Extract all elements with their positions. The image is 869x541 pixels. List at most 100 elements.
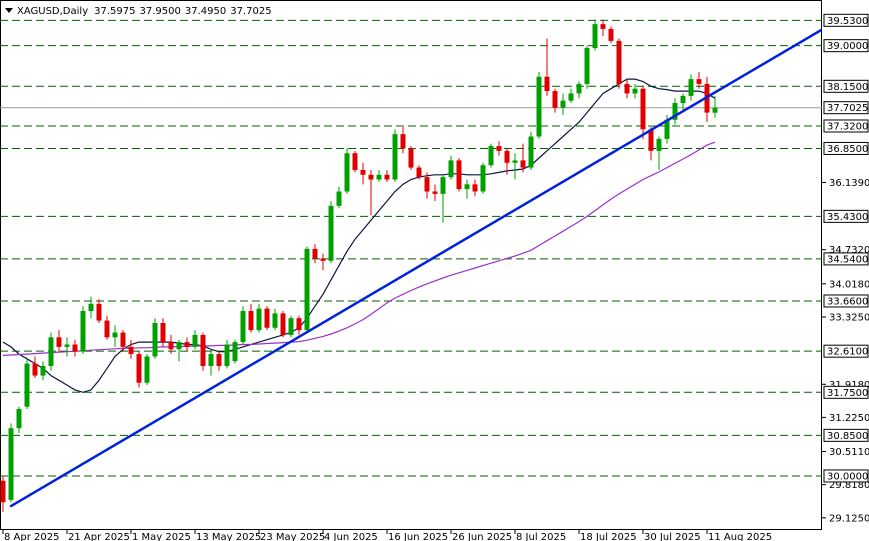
level-label-box	[823, 79, 869, 93]
candle-body	[24, 363, 30, 407]
level-label-box	[823, 469, 869, 483]
x-tick-label: 1 May 2025	[132, 532, 191, 541]
axes: 36.1390 34.7320 34.0180 33.3250 31.9180 31.22…	[2, 13, 869, 541]
y-tick-label: 33.3250	[829, 312, 869, 323]
candle-body	[608, 28, 614, 41]
level-label: 35.4300	[827, 212, 868, 223]
candle-body	[136, 354, 142, 383]
candle-body	[472, 184, 478, 192]
chart-header: XAGUSD,Daily 37.5975 37.9500 37.4950 37.7025	[17, 6, 272, 17]
candle-body	[208, 354, 214, 367]
candle-body	[48, 337, 54, 367]
x-tick-label: 8 Jul 2025	[516, 532, 566, 541]
candle-body	[552, 91, 558, 108]
candle-body	[544, 76, 550, 92]
level-label: 33.6600	[827, 296, 868, 307]
candle-body	[616, 40, 622, 84]
level-label: 30.0000	[827, 471, 868, 482]
candle-body	[64, 344, 70, 347]
candle-body	[296, 318, 302, 331]
candle-body	[560, 100, 566, 108]
candle-body	[8, 428, 14, 500]
candle-body	[304, 248, 310, 331]
candle-body	[664, 119, 670, 139]
candle-body	[176, 342, 182, 350]
candle-body	[384, 174, 390, 180]
candle-body	[336, 191, 342, 206]
y-tick-label: 36.1390	[829, 178, 869, 189]
candle-body	[576, 83, 582, 94]
y-tick-label: 29.8180	[829, 480, 869, 491]
level-label-box	[823, 13, 869, 27]
candle-body	[488, 146, 494, 166]
candle-body	[376, 174, 382, 180]
candle-body	[528, 136, 534, 168]
y-tick-label: 29.1250	[829, 513, 869, 524]
level-label-box	[823, 119, 869, 133]
x-tick-label: 30 Jul 2025	[644, 532, 701, 541]
candle-body	[632, 88, 638, 94]
candle-body	[456, 160, 462, 190]
candle-body	[88, 303, 94, 312]
y-tick-label: 31.9180	[829, 380, 869, 391]
candle-body	[504, 150, 510, 163]
x-tick-label: 18 Jul 2025	[580, 532, 637, 541]
level-label: 31.7500	[827, 388, 868, 399]
level-label: 39.0000	[827, 41, 868, 52]
candle-body	[624, 83, 630, 94]
level-label: 32.6100	[827, 347, 868, 358]
candle-body	[152, 322, 158, 357]
candle-body	[56, 337, 62, 347]
moving-average	[2, 141, 716, 357]
candle-body	[392, 134, 398, 180]
x-tick-label: 23 May 2025	[260, 532, 325, 541]
open-value: 37.5975	[94, 6, 135, 17]
candle-body	[112, 332, 118, 338]
candle-body	[272, 313, 278, 328]
candle-body	[536, 76, 542, 137]
symbol: XAGUSD,Daily	[17, 6, 88, 17]
candle-body	[160, 322, 166, 343]
y-tick-label: 31.2250	[829, 413, 869, 424]
candle-body	[256, 308, 262, 331]
level-label-box	[823, 141, 869, 155]
candle-body	[120, 332, 126, 347]
level-label: 39.5300	[827, 16, 868, 27]
candle-body	[312, 248, 318, 259]
candle-body	[440, 177, 446, 194]
level-label: 36.8500	[827, 144, 868, 155]
level-label-box	[823, 39, 869, 53]
candle-body	[80, 311, 86, 352]
candle-body	[416, 167, 422, 178]
candle-body	[104, 320, 110, 338]
menu-arrow[interactable]	[5, 8, 13, 13]
x-tick-label: 8 Apr 2025	[4, 532, 59, 541]
level-label: 37.3200	[827, 121, 868, 132]
x-tick-label: 4 Jun 2025	[324, 532, 378, 541]
candle-body	[32, 363, 38, 376]
candle-body	[240, 311, 246, 343]
candle-body	[512, 160, 518, 163]
close-value: 37.7025	[230, 6, 271, 17]
candle-body	[232, 342, 238, 362]
moving-average	[2, 78, 716, 393]
level-label: 30.8500	[827, 431, 868, 442]
candle-body	[248, 311, 254, 331]
candle-body	[648, 129, 654, 151]
current-price-label: 37.7025	[827, 103, 868, 114]
candle-body	[592, 24, 598, 49]
y-tick-label: 30.5110	[829, 447, 869, 458]
candle-body	[144, 356, 150, 383]
plot-area	[0, 19, 822, 512]
candle-body	[584, 48, 590, 84]
level-label-box	[823, 344, 869, 358]
level-label: 38.1500	[827, 82, 868, 93]
x-tick-label: 16 Jun 2025	[388, 532, 448, 541]
candle-body	[224, 344, 230, 367]
level-label-box	[823, 209, 869, 223]
candle-body	[480, 165, 486, 192]
candle-body	[320, 258, 326, 261]
current-price-box	[823, 101, 869, 115]
